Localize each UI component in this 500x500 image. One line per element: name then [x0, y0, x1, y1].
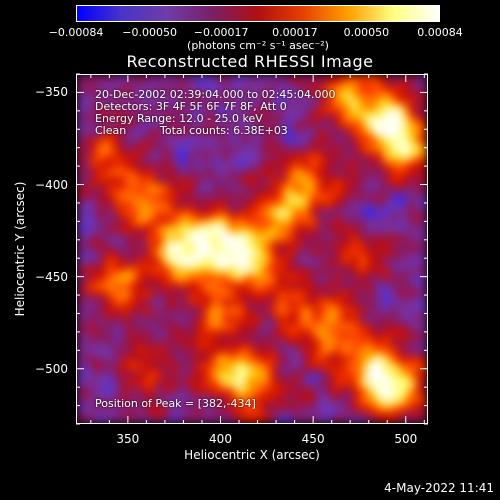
datestamp: 4-May-2022 11:41	[384, 481, 494, 495]
y-axis-label: Heliocentric Y (arcsec)	[13, 181, 27, 317]
annotation-detectors: Detectors: 3F 4F 5F 6F 7F 8F, Att 0	[95, 100, 287, 113]
colorbar-tick-label: −0.00084	[48, 26, 104, 39]
colorbar-unit: (photons cm⁻² s⁻¹ asec⁻²)	[187, 39, 329, 52]
colorbar-tick-label: 0.00050	[343, 26, 390, 39]
colorbar-tick-label: −0.00050	[122, 26, 178, 39]
x-tick-label: 450	[301, 432, 325, 446]
y-tick-label: −400	[35, 177, 68, 192]
colorbar-tick-label: 0.00084	[417, 26, 463, 39]
heatmap-image	[77, 75, 427, 423]
x-tick-label: 400	[209, 432, 232, 446]
colorbar-ticks: −0.00084 −0.00050 −0.00017 0.00017 0.00050 0.…	[0, 0, 500, 40]
annotation-method: Clean	[95, 124, 127, 137]
x-axis-label: Heliocentric X (arcsec)	[184, 448, 320, 462]
y-tick-label: −500	[35, 361, 68, 376]
y-tick-label: −450	[35, 269, 68, 284]
colorbar-tick-label: −0.00017	[193, 26, 249, 39]
annotation-peak-position: Position of Peak = [382,-434]	[95, 397, 256, 410]
plot-area: 20-Dec-2002 02:39:04.000 to 02:45:04.000…	[76, 74, 428, 424]
x-tick-label: 350	[116, 432, 140, 446]
annotation-energy-range: Energy Range: 12.0 - 25.0 keV	[95, 112, 263, 125]
y-tick-label: −350	[35, 85, 68, 100]
colorbar-tick-label: 0.00017	[272, 26, 318, 39]
annotation-time-range: 20-Dec-2002 02:39:04.000 to 02:45:04.000	[95, 88, 336, 101]
x-tick-label: 500	[394, 432, 418, 446]
chart-title: Reconstructed RHESSI Image	[126, 52, 374, 71]
annotation-total-counts: Total counts: 6.38E+03	[160, 124, 288, 137]
colorbar	[76, 5, 440, 22]
